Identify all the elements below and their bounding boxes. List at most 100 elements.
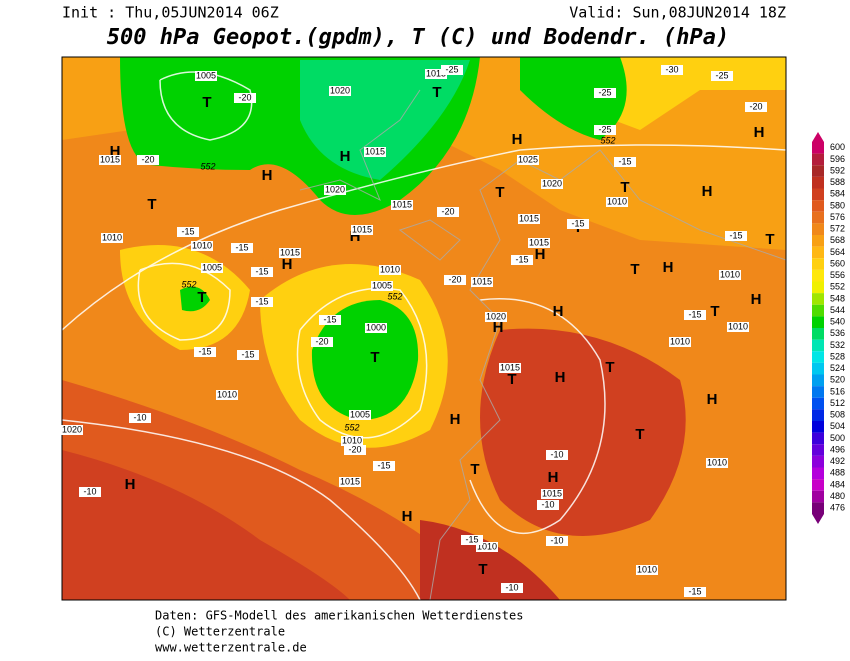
label-box (594, 125, 616, 135)
pressure-center: T (495, 184, 504, 201)
pressure-center: H (512, 131, 523, 148)
footer-line: www.wetterzentrale.de (155, 641, 307, 655)
isoline-label: 1020 (62, 424, 82, 434)
isoline-label: 1010 (102, 232, 122, 242)
contour-label: 552 (344, 422, 359, 432)
colorbar-swatch (812, 188, 824, 201)
colorbar-label: 552 (830, 282, 845, 292)
isoline-label: -25 (715, 70, 728, 80)
colorbar-label: 528 (830, 351, 845, 361)
label-box (518, 214, 540, 224)
label-box (231, 243, 253, 253)
label-box (444, 275, 466, 285)
isoline-label: 1010 (477, 541, 497, 551)
label-box (594, 88, 616, 98)
pressure-center: T (710, 303, 719, 320)
isoline-label: 1010 (670, 336, 690, 346)
isoline-label: -20 (441, 206, 454, 216)
label-box (606, 197, 628, 207)
label-box (237, 350, 259, 360)
colorbar-arrow (812, 514, 824, 524)
colorbar-label: 556 (830, 270, 845, 280)
colorbar-label: 588 (830, 177, 845, 187)
colorbar-label: 484 (830, 479, 845, 489)
label-box (365, 323, 387, 333)
label-box (129, 413, 151, 423)
isoline-label: -25 (598, 124, 611, 134)
isoline-label: 1010 (728, 321, 748, 331)
isoline-label: 1010 (380, 264, 400, 274)
colorbar-swatch (812, 304, 824, 317)
label-box (311, 337, 333, 347)
colorbar-label: 488 (830, 468, 845, 478)
isoline-label: -20 (749, 101, 762, 111)
pressure-center: H (535, 246, 546, 263)
colorbar-swatch (812, 328, 824, 340)
isoline-label: -10 (83, 486, 96, 496)
isoline-label: -10 (541, 499, 554, 509)
label-box (364, 147, 386, 157)
colorbar-swatch (812, 490, 824, 503)
colorbar-swatch (812, 281, 824, 294)
label-box (379, 265, 401, 275)
label-box (373, 461, 395, 471)
pressure-center: T (620, 179, 629, 196)
label-box (177, 227, 199, 237)
colorbar-swatch (812, 258, 824, 270)
pressure-center: T (765, 231, 774, 248)
footer-line: (C) Wetterzentrale (155, 625, 285, 639)
pressure-center: H (282, 256, 293, 273)
isoline-label: 1015 (472, 276, 492, 286)
pressure-center: T (630, 261, 639, 278)
isoline-label: -30 (665, 64, 678, 74)
label-box (437, 207, 459, 217)
colorbar-label: 536 (830, 328, 845, 338)
label-box (99, 155, 121, 165)
label-box (441, 65, 463, 75)
label-box (661, 65, 683, 75)
label-box (499, 363, 521, 373)
isoline-label: -15 (515, 254, 528, 264)
label-box (485, 312, 507, 322)
pressure-center: T (605, 359, 614, 376)
label-box (567, 219, 589, 229)
label-box (234, 93, 256, 103)
isoline-label: 1010 (637, 564, 657, 574)
label-box (324, 185, 346, 195)
pressure-center: H (493, 319, 504, 336)
colorbar-swatch (812, 211, 824, 224)
isoline-label: 1015 (500, 362, 520, 372)
colorbar-label: 584 (830, 189, 845, 199)
colorbar-swatch (812, 362, 824, 375)
colorbar-label: 512 (830, 398, 845, 408)
isoline-label: -10 (550, 449, 563, 459)
isoline-label: 1005 (196, 70, 216, 80)
label-box (614, 157, 636, 167)
pressure-center: H (340, 148, 351, 165)
isoline-label: 1015 (100, 154, 120, 164)
isoline-label: 1015 (519, 213, 539, 223)
isoline-label: 1010 (607, 196, 627, 206)
isoline-label: -10 (550, 535, 563, 545)
pressure-center: T (635, 426, 644, 443)
isoline-label: 1015 (392, 199, 412, 209)
colorbar-swatch (812, 142, 824, 154)
colorbar-swatch (812, 455, 824, 468)
isoline-label: 1010 (342, 435, 362, 445)
label-box (546, 450, 568, 460)
colorbar-swatch (812, 293, 824, 305)
label-box (425, 69, 447, 79)
colorbar-swatch (812, 269, 824, 282)
label-box (101, 233, 123, 243)
pressure-center: H (402, 508, 413, 525)
pressure-center: T (470, 461, 479, 478)
isoline-label: -15 (571, 218, 584, 228)
label-box (727, 322, 749, 332)
init-time: Init : Thu,05JUN2014 06Z (62, 4, 279, 22)
isoline-label: -15 (377, 460, 390, 470)
isoline-label: -15 (198, 346, 211, 356)
colorbar-swatch (812, 502, 824, 514)
colorbar-swatch (812, 409, 824, 421)
colorbar-label: 480 (830, 491, 845, 501)
isoline-label: -15 (688, 309, 701, 319)
